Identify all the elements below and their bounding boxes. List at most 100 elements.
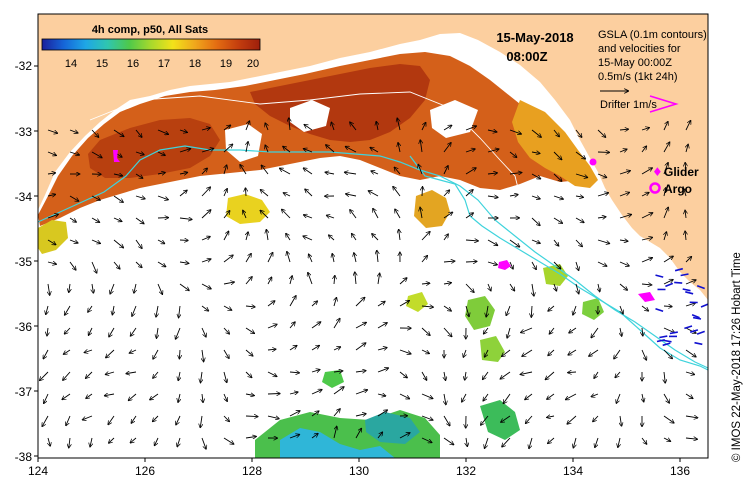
velocity-arrow	[487, 262, 497, 265]
velocity-arrow	[69, 130, 78, 133]
velocity-arrow	[245, 349, 253, 356]
velocity-arrow	[553, 239, 559, 246]
velocity-arrow	[179, 283, 189, 290]
velocity-arrow	[91, 129, 98, 137]
velocity-arrow	[355, 298, 365, 307]
velocity-arrow	[576, 283, 579, 294]
drifter-segment	[694, 341, 703, 346]
velocity-arrow	[179, 349, 180, 359]
velocity-arrow	[443, 415, 450, 426]
velocity-arrow	[44, 393, 49, 403]
x-tick-label: 124	[28, 464, 48, 478]
velocity-arrow	[311, 370, 320, 372]
velocity-arrow	[132, 305, 137, 316]
velocity-arrow	[377, 432, 382, 439]
velocity-arrow	[86, 393, 93, 398]
velocity-arrow	[619, 171, 630, 175]
drifter-segment	[655, 308, 664, 313]
legend-line-4: 0.5m/s (1kt 24h)	[598, 71, 677, 83]
velocity-arrow	[501, 371, 511, 379]
velocity-arrow	[377, 302, 385, 307]
velocity-arrow	[289, 392, 298, 394]
drifter-segment	[669, 331, 678, 335]
velocity-arrow	[465, 190, 473, 197]
velocity-arrow	[568, 349, 577, 355]
velocity-arrow	[65, 305, 71, 315]
velocity-arrow	[553, 129, 559, 136]
velocity-arrow	[135, 261, 142, 267]
sst-coast-yellow	[38, 220, 68, 254]
velocity-arrow	[47, 151, 56, 155]
velocity-arrow	[355, 343, 366, 351]
sst-yellow-patch	[226, 194, 270, 224]
velocity-arrow	[113, 217, 122, 221]
velocity-arrow	[260, 211, 269, 219]
velocity-arrow	[443, 126, 451, 131]
colorbar-tick: 14	[65, 58, 77, 70]
velocity-arrow	[548, 349, 555, 355]
velocity-arrow	[573, 437, 576, 448]
cloud-gap-3	[430, 100, 478, 138]
velocity-arrow	[311, 434, 318, 439]
velocity-arrow	[40, 371, 49, 380]
velocity-arrow	[88, 305, 93, 312]
velocity-arrow	[262, 166, 269, 175]
velocity-arrow	[369, 191, 379, 197]
velocity-arrow	[371, 171, 379, 174]
velocity-arrow	[685, 121, 691, 131]
velocity-arrow	[663, 163, 668, 175]
velocity-arrow	[135, 173, 143, 178]
velocity-arrow	[589, 349, 599, 356]
velocity-arrow	[546, 371, 555, 379]
velocity-arrow	[421, 306, 433, 307]
velocity-arrow	[529, 437, 533, 448]
velocity-arrow	[91, 151, 102, 158]
drifter-segment	[684, 325, 693, 330]
x-tick-label: 128	[242, 464, 262, 478]
velocity-arrow	[486, 305, 488, 317]
velocity-arrow	[641, 258, 652, 263]
velocity-arrow	[421, 437, 432, 442]
velocity-arrow	[398, 143, 400, 153]
glider-legend-label: Glider	[664, 165, 699, 179]
velocity-arrow	[113, 129, 124, 136]
velocity-arrow	[569, 327, 577, 333]
drifter-segment	[665, 282, 674, 288]
velocity-arrow	[223, 255, 233, 263]
velocity-arrow	[157, 173, 165, 174]
velocity-arrow	[399, 278, 407, 285]
velocity-arrow	[641, 128, 649, 130]
velocity-arrow	[201, 327, 206, 337]
velocity-arrow	[663, 393, 669, 403]
velocity-arrow	[47, 327, 48, 336]
velocity-arrow	[664, 232, 666, 241]
x-tick-label: 136	[670, 464, 690, 478]
velocity-arrow	[488, 283, 491, 291]
velocity-arrow	[685, 280, 696, 285]
velocity-arrow	[531, 173, 540, 179]
velocity-arrow	[553, 151, 562, 159]
velocity-arrow	[290, 276, 292, 285]
y-axis: -32 -33 -34 -35 -36 -37 -38	[15, 59, 38, 464]
velocity-arrow	[355, 272, 356, 285]
velocity-arrow	[554, 283, 556, 291]
velocity-arrow	[597, 129, 605, 137]
colorbar-bar	[41, 38, 261, 51]
velocity-arrow	[620, 327, 622, 336]
velocity-arrow	[157, 195, 168, 200]
velocity-arrow	[201, 168, 207, 175]
velocity-arrow	[223, 144, 232, 153]
y-tick-label: -33	[15, 125, 33, 139]
velocity-arrow	[134, 283, 136, 293]
velocity-arrow	[421, 256, 427, 263]
velocity-arrow	[179, 149, 190, 153]
velocity-arrow	[157, 129, 168, 134]
velocity-arrow	[200, 415, 202, 427]
velocity-arrow	[397, 118, 401, 131]
velocity-arrow	[333, 409, 340, 417]
velocity-arrow	[113, 195, 123, 202]
velocity-arrow	[553, 217, 562, 223]
velocity-arrow	[507, 327, 511, 338]
velocity-arrow	[663, 256, 673, 263]
velocity-arrow	[334, 276, 335, 285]
